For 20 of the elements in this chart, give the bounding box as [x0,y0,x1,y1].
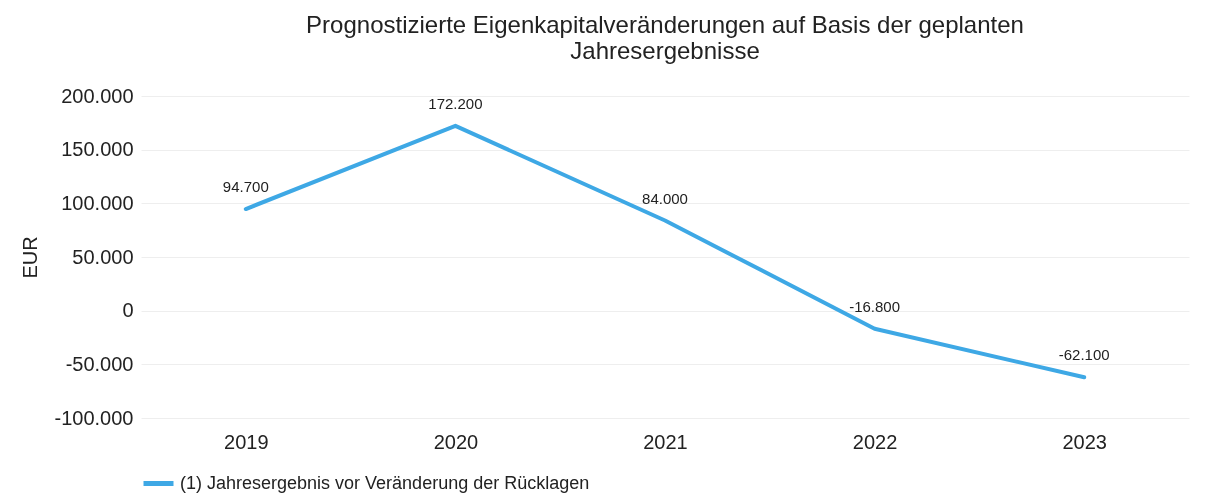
x-tick-label: 2021 [643,430,688,453]
x-tick-label: 2020 [433,430,479,453]
y-tick-label: 50.000 [72,245,134,268]
y-tick-label: 150.000 [61,138,134,161]
chart-title: Prognostizierte Eigenkapitalveränderungen auf Basis der geplanten Jahresergebnisse [306,11,1024,64]
x-tick-label: 2019 [224,430,269,453]
legend-label: (1) Jahresergebnis vor Veränderung der Rücklagen [180,472,590,493]
data-label: -62.100 [1058,346,1110,364]
data-label: 84.000 [642,189,688,207]
y-tick-label: -50.000 [65,352,134,375]
data-label: -16.800 [849,297,901,315]
y-axis-title: EUR [18,236,41,279]
data-label: 172.200 [428,94,483,112]
y-tick-label: -100.000 [54,406,134,429]
y-tick-label: 100.000 [61,191,134,214]
x-tick-label: 2023 [1062,430,1107,453]
y-tick-label: 200.000 [61,84,134,107]
y-tick-label: 0 [122,299,134,322]
data-label: 94.700 [222,178,269,196]
x-tick-label: 2022 [852,430,898,453]
